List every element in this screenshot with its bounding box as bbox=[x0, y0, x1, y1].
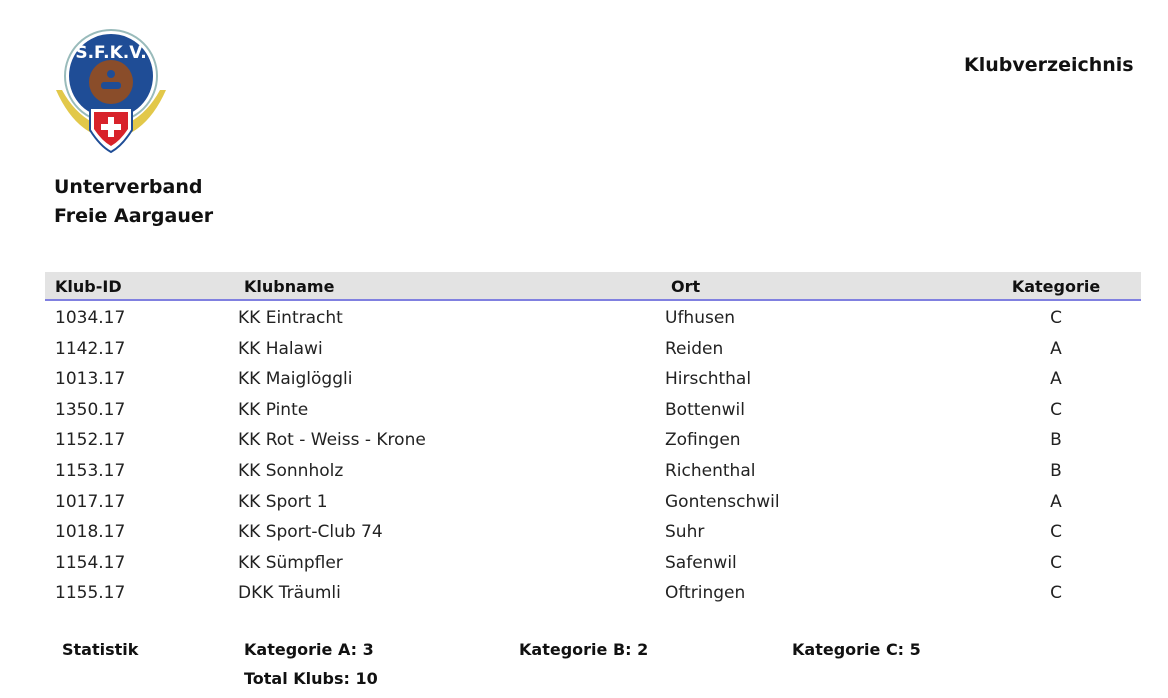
cell-klubname: KK Halawi bbox=[238, 338, 323, 359]
cell-klub-id: 1154.17 bbox=[55, 552, 126, 573]
svg-text:S.F.K.V.: S.F.K.V. bbox=[75, 43, 146, 63]
cell-kategorie: C bbox=[1050, 522, 1062, 543]
cell-ort: Reiden bbox=[665, 338, 724, 359]
table-row: 1155.17 DKK Träumli Oftringen C bbox=[0, 583, 1168, 613]
cell-kategorie: A bbox=[1050, 369, 1062, 390]
cell-kategorie: A bbox=[1050, 491, 1062, 512]
document-title: Klubverzeichnis bbox=[964, 54, 1134, 76]
table-row: 1153.17 KK Sonnholz Richenthal B bbox=[0, 461, 1168, 491]
cell-ort: Gontenschwil bbox=[665, 491, 780, 512]
cell-klubname: KK Rot - Weiss - Krone bbox=[238, 430, 426, 451]
stats-category-b: Kategorie B: 2 bbox=[519, 640, 649, 659]
cell-klub-id: 1155.17 bbox=[55, 583, 126, 604]
column-header-klub-id: Klub-ID bbox=[55, 277, 122, 296]
table-row: 1152.17 KK Rot - Weiss - Krone Zofingen B bbox=[0, 430, 1168, 460]
cell-klub-id: 1350.17 bbox=[55, 399, 126, 420]
cell-ort: Zofingen bbox=[665, 430, 741, 451]
cell-klubname: KK Sport-Club 74 bbox=[238, 522, 383, 543]
table-row: 1142.17 KK Halawi Reiden A bbox=[0, 339, 1168, 369]
cell-kategorie: B bbox=[1050, 461, 1062, 481]
cell-klub-id: 1018.17 bbox=[55, 522, 126, 543]
column-header-ort: Ort bbox=[671, 277, 701, 296]
cell-klub-id: 1013.17 bbox=[55, 369, 126, 390]
org-line-2: Freie Aargauer bbox=[54, 205, 214, 227]
cell-kategorie: C bbox=[1050, 308, 1062, 328]
stats-category-c: Kategorie C: 5 bbox=[792, 640, 921, 659]
sfkv-logo: S.F.K.V. bbox=[56, 29, 166, 154]
cell-klubname: KK Maiglöggli bbox=[238, 369, 353, 390]
table-row: 1013.17 KK Maiglöggli Hirschthal A bbox=[0, 369, 1168, 399]
cell-klub-id: 1153.17 bbox=[55, 461, 126, 481]
cell-klub-id: 1034.17 bbox=[55, 308, 126, 328]
column-header-kategorie: Kategorie bbox=[1011, 277, 1101, 296]
cell-klubname: KK Pinte bbox=[238, 399, 309, 420]
table-row: 1154.17 KK Sümpfler Safenwil C bbox=[0, 553, 1168, 583]
table-row: 1018.17 KK Sport-Club 74 Suhr C bbox=[0, 522, 1168, 552]
cell-ort: Safenwil bbox=[665, 552, 737, 573]
table-row: 1350.17 KK Pinte Bottenwil C bbox=[0, 400, 1168, 430]
cell-kategorie: B bbox=[1050, 430, 1062, 451]
stats-total: Total Klubs: 10 bbox=[244, 669, 378, 688]
cell-klubname: KK Sonnholz bbox=[238, 461, 344, 481]
column-header-klubname: Klubname bbox=[244, 277, 335, 296]
cell-ort: Richenthal bbox=[665, 461, 756, 481]
table-header: Klub-ID Klubname Ort Kategorie bbox=[45, 272, 1141, 301]
cell-ort: Suhr bbox=[665, 522, 705, 543]
cell-ort: Ufhusen bbox=[665, 308, 736, 328]
cell-kategorie: C bbox=[1050, 552, 1062, 573]
cell-klubname: KK Sport 1 bbox=[238, 491, 328, 512]
org-line-1: Unterverband bbox=[54, 176, 203, 198]
cell-klubname: KK Eintracht bbox=[238, 308, 343, 328]
cell-kategorie: A bbox=[1050, 338, 1062, 359]
cell-klub-id: 1142.17 bbox=[55, 338, 126, 359]
cell-klubname: KK Sümpfler bbox=[238, 552, 343, 573]
cell-klubname: DKK Träumli bbox=[238, 583, 341, 604]
cell-klub-id: 1152.17 bbox=[55, 430, 126, 451]
stats-category-a: Kategorie A: 3 bbox=[244, 640, 374, 659]
table-row: 1034.17 KK Eintracht Ufhusen C bbox=[0, 308, 1168, 338]
cell-ort: Hirschthal bbox=[665, 369, 752, 390]
table-row: 1017.17 KK Sport 1 Gontenschwil A bbox=[0, 492, 1168, 522]
cell-kategorie: C bbox=[1050, 399, 1062, 420]
cell-ort: Bottenwil bbox=[665, 399, 745, 420]
cell-kategorie: C bbox=[1050, 583, 1062, 604]
stats-label: Statistik bbox=[62, 640, 139, 659]
cell-ort: Oftringen bbox=[665, 583, 746, 604]
cell-klub-id: 1017.17 bbox=[55, 491, 126, 512]
